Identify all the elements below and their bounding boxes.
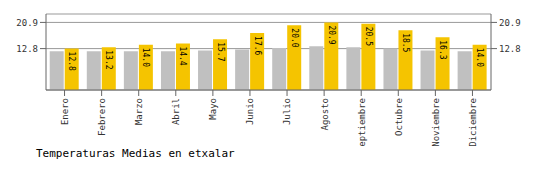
svg-text:Marzo: Marzo xyxy=(134,98,144,125)
svg-text:12.8: 12.8 xyxy=(16,44,38,54)
svg-text:20.5: 20.5 xyxy=(364,27,373,46)
svg-text:20.9: 20.9 xyxy=(16,18,38,28)
html-text:Temperaturas Medias en etxalar: Temperaturas Medias en etxalar xyxy=(36,147,235,160)
svg-text:Noviembre: Noviembre xyxy=(431,98,441,146)
svg-text:Agosto: Agosto xyxy=(320,98,330,131)
svg-text:16.3: 16.3 xyxy=(438,40,447,59)
svg-text:Junio: Junio xyxy=(245,98,255,125)
svg-text:Febrero: Febrero xyxy=(97,98,107,136)
svg-text:18.5: 18.5 xyxy=(401,33,410,52)
svg-text:13.2: 13.2 xyxy=(104,50,113,69)
svg-text:Enero: Enero xyxy=(60,98,70,125)
svg-text:12.8: 12.8 xyxy=(499,44,521,54)
svg-text:Julio: Julio xyxy=(282,98,292,125)
svg-text:20.9: 20.9 xyxy=(327,25,336,44)
svg-text:Diciembre: Diciembre xyxy=(468,98,478,146)
svg-text:14.0: 14.0 xyxy=(475,48,484,67)
svg-text:14.0: 14.0 xyxy=(141,48,150,67)
svg-text:14.4: 14.4 xyxy=(178,46,187,65)
svg-text:Mayo: Mayo xyxy=(208,98,218,120)
svg-text:12.8: 12.8 xyxy=(67,52,76,71)
svg-text:20.0: 20.0 xyxy=(290,28,299,47)
svg-text:17.6: 17.6 xyxy=(253,36,262,55)
svg-text:Octubre: Octubre xyxy=(394,98,404,136)
svg-text:15.7: 15.7 xyxy=(216,42,225,61)
svg-text:Abril: Abril xyxy=(171,98,181,125)
svg-text:Septiembre: Septiembre xyxy=(357,98,367,146)
svg-text:20.9: 20.9 xyxy=(499,18,521,28)
